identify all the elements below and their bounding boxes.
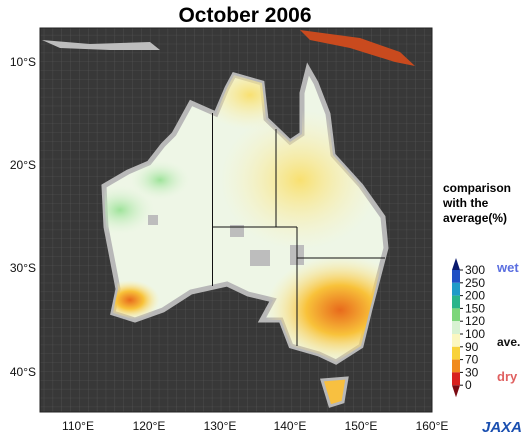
- lat-label: 30°S: [10, 261, 36, 275]
- colorbar-label: 150: [465, 301, 485, 315]
- colorbar-segment: [452, 308, 460, 322]
- colorbar-label: 200: [465, 289, 485, 303]
- colorbar-label: 90: [465, 340, 479, 354]
- map-frame: [39, 27, 433, 413]
- colorbar-arrow: [452, 258, 460, 270]
- colorbar-segment: [452, 295, 460, 309]
- lon-label: 150°E: [345, 419, 378, 433]
- tasmania: [320, 376, 349, 408]
- legend-title: average(%): [443, 211, 507, 225]
- lat-label: 20°S: [10, 158, 36, 172]
- logo: JAXA: [482, 419, 522, 436]
- colorbar-segment: [452, 359, 460, 373]
- lon-label: 160°E: [416, 419, 449, 433]
- colorbar-label: 300: [465, 263, 485, 277]
- state-borders: [212, 113, 385, 346]
- lat-label: 40°S: [10, 365, 36, 379]
- colorbar-label: 0: [465, 378, 472, 392]
- colorbar-segment: [452, 346, 460, 360]
- title: October 2006: [178, 4, 311, 27]
- colorbar-label: 70: [465, 353, 479, 367]
- colorbar-label: 30: [465, 365, 479, 379]
- colorbar-segment: [452, 282, 460, 296]
- lat-label: 10°S: [10, 55, 36, 69]
- new-guinea: [300, 30, 415, 66]
- lon-label: 120°E: [133, 419, 166, 433]
- colorbar-label: 120: [465, 314, 485, 328]
- colorbar-label: 100: [465, 327, 485, 341]
- lon-label: 110°E: [62, 419, 94, 433]
- colorbar-segment: [452, 270, 460, 283]
- colorbar-segment: [452, 321, 460, 334]
- colorbar-segment: [452, 372, 460, 386]
- legend-title: with the: [442, 196, 489, 210]
- colorbar-arrow: [452, 385, 460, 398]
- wet-label: wet: [496, 260, 519, 275]
- lon-label: 140°E: [274, 419, 307, 433]
- legend-title: comparison: [443, 181, 511, 195]
- lon-label: 130°E: [204, 419, 237, 433]
- colorbar-segment: [452, 334, 460, 347]
- islands: [42, 40, 160, 50]
- ave-label: ave.: [497, 335, 520, 349]
- dry-label: dry: [497, 369, 518, 384]
- colorbar-label: 250: [465, 276, 485, 290]
